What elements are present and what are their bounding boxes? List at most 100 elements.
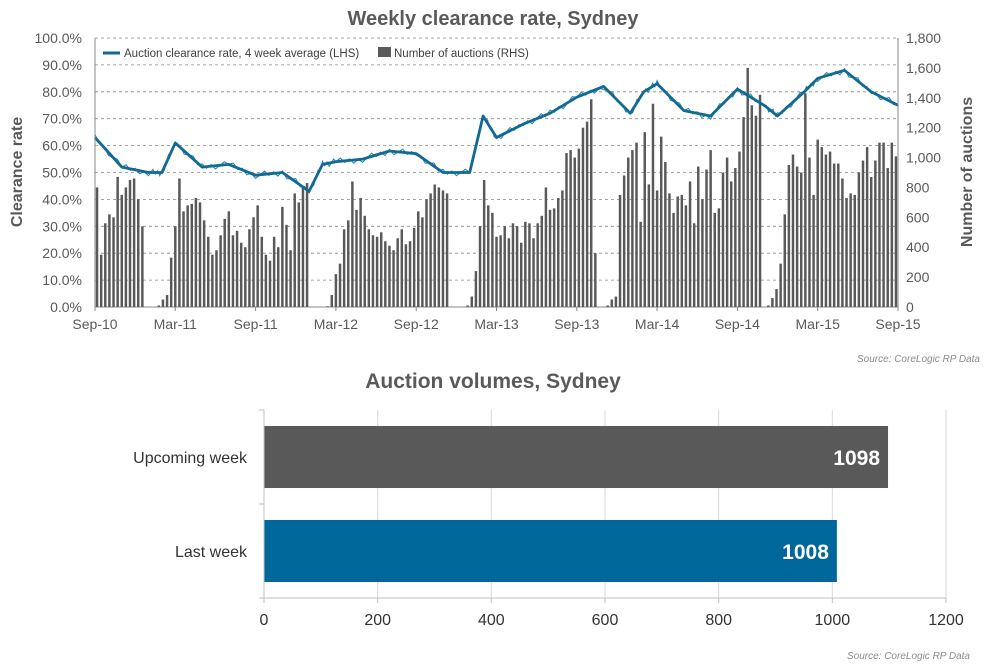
auction-bar	[581, 127, 585, 308]
auction-bar	[466, 305, 469, 307]
auction-bar	[202, 220, 206, 307]
clearance-y-tick-labels: 0.0% 10.0% 20.0% 30.0% 40.0% 50.0% 60.0% 70.0% 8…	[35, 30, 82, 315]
volumes-x-tick: 1000	[815, 612, 851, 629]
auction-bar	[252, 217, 255, 307]
auction-bar	[812, 194, 815, 307]
auctions-y-tick: 800	[906, 179, 930, 195]
clearance-x-tick: Mar-15	[796, 316, 841, 332]
auction-bar	[540, 215, 544, 307]
auction-bar	[347, 220, 350, 307]
auction-bar	[643, 132, 646, 307]
auction-bar	[869, 176, 873, 307]
auction-bar	[519, 242, 523, 307]
auction-bar	[783, 214, 786, 307]
clearance-x-tick: Mar-12	[314, 316, 359, 332]
clearance-y-tick: 90.0%	[42, 57, 82, 73]
auction-bar	[569, 150, 572, 307]
clearance-y-tick: 80.0%	[42, 84, 82, 100]
clearance-x-tick-labels: Sep-10 Mar-11 Sep-11 Mar-12 Sep-12 Mar-13 Sep-…	[72, 307, 921, 332]
auction-bar	[758, 94, 762, 308]
clearance-y-tick: 100.0%	[35, 30, 82, 46]
auction-bar	[890, 142, 894, 307]
auction-bar	[804, 93, 807, 308]
auction-bar	[367, 229, 371, 307]
volumes-x-tick-labels: 0 200 400 600 800 1000 1200	[260, 598, 964, 629]
auction-bar	[635, 142, 638, 307]
volume-bar-value: 1098	[833, 447, 880, 470]
auction-bar	[857, 172, 861, 307]
clearance-y-tick: 20.0%	[42, 245, 82, 261]
auction-bar	[536, 223, 539, 307]
auction-bar	[824, 154, 828, 307]
auction-bar	[808, 157, 811, 307]
auction-bar	[141, 226, 144, 307]
auction-bar	[552, 208, 556, 307]
auction-bar	[849, 193, 852, 307]
clearance-x-tick: Mar-14	[635, 316, 680, 332]
auction-bar	[207, 236, 210, 307]
auction-bar	[841, 178, 844, 307]
auctions-y-tick: 1,800	[906, 30, 941, 46]
auction-bar	[470, 296, 474, 307]
auction-bar	[326, 306, 329, 307]
auction-bar	[791, 154, 795, 307]
volume-bar	[264, 425, 889, 489]
clearance-x-tick: Sep-13	[554, 316, 599, 332]
auction-bar	[215, 250, 218, 307]
auction-bar	[157, 305, 161, 307]
auction-bar	[371, 235, 375, 307]
auction-bar	[342, 229, 346, 307]
auction-bar	[95, 187, 99, 307]
auction-bar	[528, 223, 531, 307]
volumes-x-tick: 800	[705, 612, 732, 629]
auction-bar	[482, 179, 486, 307]
auction-bar	[219, 235, 222, 307]
auction-bar	[561, 190, 564, 307]
auction-bar	[487, 205, 490, 307]
clearance-chart: Weekly clearance rate, Sydney 0.0% 10.0% 2…	[9, 8, 980, 365]
auctions-y-tick: 1,200	[906, 120, 941, 136]
auction-bar	[647, 184, 651, 307]
auction-bar	[429, 193, 432, 307]
auction-bar	[894, 156, 898, 307]
auction-bar	[231, 235, 235, 307]
clearance-x-tick: Mar-13	[474, 316, 519, 332]
auction-bar	[388, 245, 391, 307]
clearance-x-tick: Sep-10	[72, 316, 117, 332]
auction-bar	[511, 223, 515, 307]
auction-bar	[865, 147, 869, 307]
auction-bar	[672, 212, 675, 307]
auction-bar	[334, 274, 338, 307]
auction-bar	[779, 263, 782, 307]
volume-bar	[264, 519, 837, 583]
auction-bar	[169, 257, 173, 307]
auction-bar	[128, 179, 132, 307]
auction-bar	[861, 160, 865, 307]
clearance-rate-line	[93, 68, 899, 193]
auction-bar	[211, 254, 214, 307]
auction-bar	[293, 193, 296, 307]
clearance-weekly-line	[94, 67, 899, 195]
auction-bar	[771, 298, 774, 307]
auction-bar	[507, 238, 511, 307]
auction-bar	[742, 117, 745, 307]
auction-bar	[124, 187, 128, 307]
auction-bar	[392, 250, 395, 307]
clearance-axes	[94, 38, 899, 307]
auction-bar	[104, 223, 107, 307]
auction-bar	[775, 289, 778, 307]
auction-bar	[417, 211, 420, 307]
auction-bar	[491, 212, 494, 307]
auction-bar	[594, 253, 597, 307]
auction-bar	[717, 208, 721, 307]
auctions-y-tick: 600	[906, 209, 930, 225]
auction-bar	[606, 305, 609, 307]
auction-bar	[878, 142, 881, 307]
clearance-y-tick: 40.0%	[42, 191, 82, 207]
auction-bar	[828, 151, 832, 307]
auction-bar	[425, 199, 428, 307]
auction-bar	[363, 215, 366, 307]
legend-auctions-label: Number of auctions (RHS)	[394, 48, 529, 60]
auction-bar	[557, 197, 560, 307]
auction-bar	[223, 218, 226, 307]
